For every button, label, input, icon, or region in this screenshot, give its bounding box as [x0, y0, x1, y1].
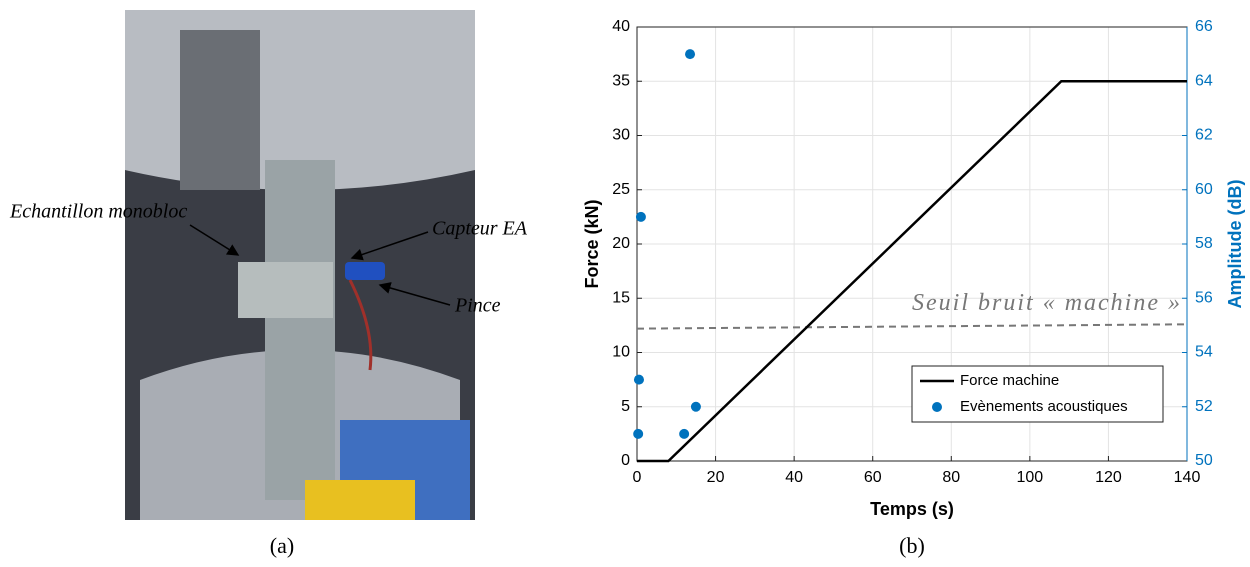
caption: (b) — [899, 533, 925, 558]
legend-label: Force machine — [960, 372, 1059, 389]
threshold-line — [636, 323, 1188, 330]
arrow — [378, 282, 451, 306]
caption: (a) — [270, 533, 294, 558]
scatter-point — [690, 401, 701, 412]
x-tick-label: 100 — [1017, 469, 1044, 486]
x-tick-label: 60 — [864, 469, 882, 486]
y2-tick-label: 64 — [1195, 72, 1213, 89]
y2-tick-label: 62 — [1195, 127, 1213, 144]
x-tick-label: 20 — [707, 469, 725, 486]
photo-label: Capteur EA — [432, 218, 528, 240]
photo-label: Pince — [454, 295, 501, 317]
x-tick-label: 140 — [1174, 469, 1201, 486]
x-tick-label: 120 — [1095, 469, 1122, 486]
scatter-point — [633, 428, 644, 439]
y-tick-label: 40 — [612, 18, 630, 35]
x-tick-label: 40 — [785, 469, 803, 486]
upper-jaw — [180, 30, 260, 190]
specimen-block — [238, 262, 333, 318]
chart: 0 20 40 60 80 100 120 140 0 5 10 15 20 25 30 35 40 50 52 54… — [582, 18, 1245, 519]
photo: Echantillon monobloc Capteur EA Pince (a… — [9, 10, 528, 558]
specimen — [265, 160, 335, 500]
photo-label: Echantillon monobloc — [9, 201, 187, 223]
y2-tick-label: 58 — [1195, 235, 1213, 252]
legend-swatch — [932, 402, 942, 412]
warning-label — [305, 480, 415, 520]
y-axis-label: Force (kN) — [582, 199, 602, 288]
y2-tick-label: 52 — [1195, 398, 1213, 415]
cable — [348, 279, 373, 371]
y-tick-label: 0 — [621, 452, 630, 469]
annotation: Seuil bruit « machine » — [912, 290, 1182, 316]
y2-tick-label: 54 — [1195, 344, 1213, 361]
x-tick-label: 80 — [942, 469, 960, 486]
scatter-point — [633, 374, 644, 385]
x-axis-label: Temps (s) — [870, 499, 954, 519]
y-tick-label: 5 — [621, 398, 630, 415]
scatter-point — [685, 49, 696, 60]
arrow — [350, 231, 429, 261]
scatter-point — [635, 211, 646, 222]
y2-tick-label: 60 — [1195, 181, 1213, 198]
legend-label: Evènements acoustiques — [960, 398, 1128, 415]
x-tick-label: 0 — [633, 469, 642, 486]
y2-tick-label: 56 — [1195, 289, 1213, 306]
y-tick-label: 35 — [612, 72, 630, 89]
arrow — [189, 224, 240, 256]
y-tick-label: 20 — [612, 235, 630, 252]
scatter-point — [679, 428, 690, 439]
y-tick-label: 25 — [612, 181, 630, 198]
y-tick-label: 15 — [612, 289, 630, 306]
y-tick-label: 10 — [612, 344, 630, 361]
y2-tick-label: 50 — [1195, 452, 1213, 469]
y2-axis-label: Amplitude (dB) — [1225, 180, 1245, 309]
y2-tick-label: 66 — [1195, 18, 1213, 35]
line-series — [637, 80, 1187, 463]
y-tick-label: 30 — [612, 127, 630, 144]
sensor — [345, 262, 385, 280]
legend-box — [911, 365, 1164, 423]
